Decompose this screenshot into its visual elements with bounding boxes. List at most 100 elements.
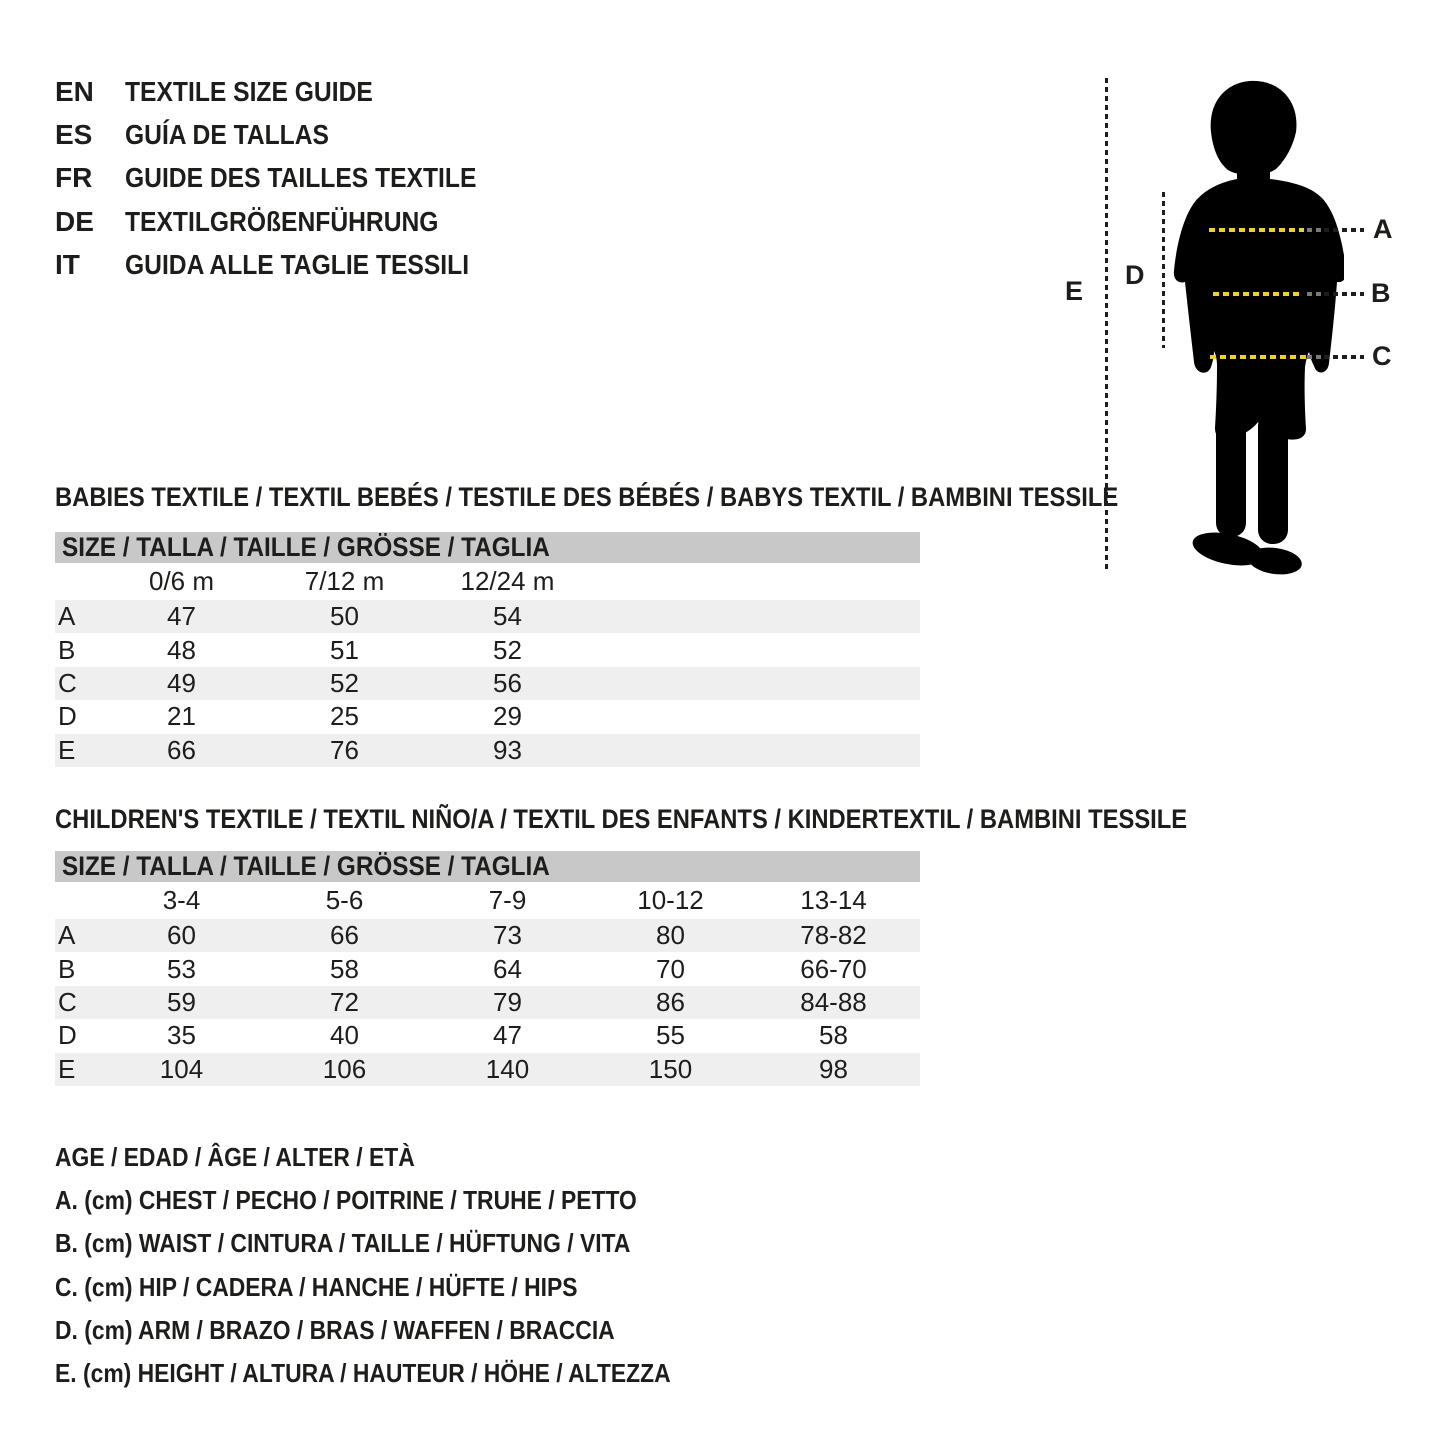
guide-title-en: TEXTILE SIZE GUIDE [125,75,373,107]
cell: 59 [167,986,196,1017]
row-label: B [58,634,76,665]
cell: 56 [493,667,522,698]
table-row: A 47 50 54 [55,600,920,634]
table-row: E 104 106 140 150 98 [55,1052,920,1086]
measure-label-d: D [1125,260,1145,290]
babies-table-header-text: SIZE / TALLA / TAILLE / GRÖSSE / TAGLIA [62,532,550,562]
children-table-header-bar: SIZE / TALLA / TAILLE / GRÖSSE / TAGLIA [55,851,920,882]
lang-row-en: EN TEXTILE SIZE GUIDE [55,70,524,113]
cell: 21 [167,701,196,732]
legend-chest: A. (cm) CHEST / PECHO / POITRINE / TRUHE… [55,1179,755,1222]
measurement-legend: AGE / EDAD / ÂGE / ALTER / ETÀ A. (cm) C… [55,1136,755,1395]
cell: 35 [167,1020,196,1051]
row-label: E [58,1053,76,1084]
cell: 86 [656,986,685,1017]
lang-code: EN [55,75,94,107]
row-label: D [58,701,77,732]
guide-title-de: TEXTILGRÖßENFÜHRUNG [125,205,439,237]
silhouette-right-shoe [1248,547,1302,575]
language-title-list: EN TEXTILE SIZE GUIDE ES GUÍA DE TALLAS FR… [55,70,524,286]
cell: 40 [330,1020,359,1051]
cell: 58 [819,1020,848,1051]
cell: 150 [648,1053,693,1084]
cell: 47 [493,1020,522,1051]
cell: 64 [493,953,522,984]
table-row: C 59 72 79 86 84-88 [55,985,920,1020]
children-table-header-text: SIZE / TALLA / TAILLE / GRÖSSE / TAGLIA [62,851,550,881]
cell: 80 [656,920,685,951]
cell: 66 [167,734,196,765]
children-section-title: CHILDREN'S TEXTILE / TEXTIL NIÑO/A / TEX… [55,804,1342,835]
measure-label-c: C [1372,341,1392,371]
hip-measure-leader-line [1324,355,1364,359]
legend-height: E. (cm) HEIGHT / ALTURA / HAUTEUR / HÖHE… [55,1352,755,1395]
measure-label-a: A [1373,214,1393,244]
cell: 54 [493,601,522,632]
column-header: 12/24 m [460,566,555,596]
column-header: 0/6 m [148,566,215,596]
babies-section-title: BABIES TEXTILE / TEXTIL BEBÉS / TESTILE … [55,482,1263,513]
cell: 49 [167,667,196,698]
cell: 66-70 [800,953,867,984]
cell: 48 [167,634,196,665]
row-label: B [58,953,76,984]
legend-chest-text: A. (cm) CHEST / PECHO / POITRINE / TRUHE… [55,1185,637,1216]
cell: 58 [330,953,359,984]
waist-measure-leader-line [1324,292,1364,296]
legend-waist: B. (cm) WAIST / CINTURA / TAILLE / HÜFTU… [55,1222,755,1265]
row-label: A [58,920,76,951]
chest-measure-dashed-line [1209,228,1304,232]
lang-row-es: ES GUÍA DE TALLAS [55,113,524,156]
table-row: D 21 25 29 [55,700,920,733]
cell: 66 [330,920,359,951]
row-label: D [58,1020,77,1051]
babies-size-table: SIZE / TALLA / TAILLE / GRÖSSE / TAGLIA … [55,532,920,767]
silhouette-body [1173,164,1344,440]
cell: 70 [656,953,685,984]
column-header: 7/12 m [304,566,385,596]
cell: 78-82 [800,920,867,951]
guide-title-it: GUIDA ALLE TAGLIE TESSILI [125,248,470,280]
silhouette-left-shoe [1192,532,1264,566]
cell: 98 [819,1053,848,1084]
legend-waist-text: B. (cm) WAIST / CINTURA / TAILLE / HÜFTU… [55,1228,631,1259]
guide-title-fr: GUIDE DES TAILLES TEXTILE [125,162,477,194]
arm-measure-dotted-line [1162,192,1165,348]
table-row: B 53 58 64 70 66-70 [55,952,920,985]
table-row: A 60 66 73 80 78-82 [55,919,920,953]
column-header: 7-9 [488,885,527,915]
silhouette-left-leg [1216,412,1246,537]
row-label: E [58,734,76,765]
measure-label-b: B [1371,278,1391,308]
cell: 29 [493,701,522,732]
lang-code: DE [55,205,94,237]
column-header: 10-12 [637,885,704,915]
waist-measure-dashed-line [1213,292,1303,296]
cell: 76 [330,734,359,765]
column-header: 5-6 [325,885,364,915]
lang-row-it: IT GUIDA ALLE TAGLIE TESSILI [55,243,524,286]
child-silhouette-illustration [1173,80,1344,575]
legend-arm-text: D. (cm) ARM / BRAZO / BRAS / WAFFEN / BR… [55,1314,615,1345]
cell: 60 [167,920,196,951]
cell: 79 [493,986,522,1017]
cell: 73 [493,920,522,951]
table-row: D 35 40 47 55 58 [55,1019,920,1052]
cell: 25 [330,701,359,732]
cell: 72 [330,986,359,1017]
legend-age-text: AGE / EDAD / ÂGE / ALTER / ETÀ [55,1142,415,1173]
chest-measure-leader-line [1324,228,1364,232]
cell: 50 [330,601,359,632]
cell: 53 [167,953,196,984]
lang-row-de: DE TEXTILGRÖßENFÜHRUNG [55,200,524,243]
table-row: C 49 52 56 [55,666,920,701]
legend-age: AGE / EDAD / ÂGE / ALTER / ETÀ [55,1136,755,1179]
height-measure-dotted-line [1105,78,1108,570]
lang-row-fr: FR GUIDE DES TAILLES TEXTILE [55,157,524,200]
cell: 51 [330,634,359,665]
cell: 106 [322,1053,367,1084]
hip-measure-dashed-line [1210,355,1306,359]
legend-hip-text: C. (cm) HIP / CADERA / HANCHE / HÜFTE / … [55,1271,578,1302]
silhouette-right-leg [1258,412,1288,544]
cell: 140 [485,1053,530,1084]
